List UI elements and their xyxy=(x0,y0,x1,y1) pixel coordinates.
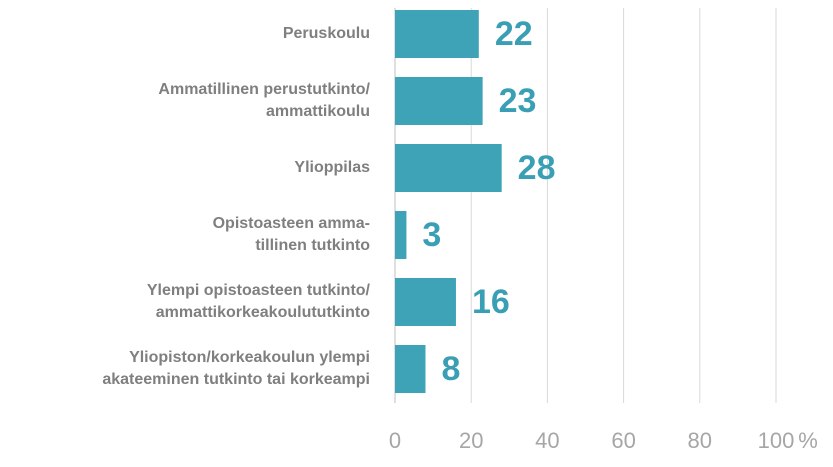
category-label: Opistoasteen amma-tillinen tutkinto xyxy=(213,215,371,254)
category-label-line: Peruskoulu xyxy=(283,25,370,42)
value-label: 28 xyxy=(518,149,556,187)
x-tick-label: 100 xyxy=(758,428,795,453)
value-label: 22 xyxy=(495,15,533,53)
category-label-line: ammattikoulu xyxy=(266,103,370,120)
bar xyxy=(395,211,407,259)
bar xyxy=(395,144,502,192)
category-label-line: Ylioppilas xyxy=(294,159,370,176)
category-label-line: Opistoasteen amma- xyxy=(213,215,370,232)
category-label-line: Ylempi opistoasteen tutkinto/ xyxy=(147,282,371,299)
value-label: 16 xyxy=(472,283,510,321)
x-unit-label: % xyxy=(798,428,818,453)
category-label: Ylempi opistoasteen tutkinto/ammattikork… xyxy=(147,282,371,321)
bar xyxy=(395,345,426,393)
category-label: Ylioppilas xyxy=(294,159,370,176)
category-label-line: tillinen tutkinto xyxy=(255,237,370,254)
value-label: 8 xyxy=(441,350,460,388)
value-label: 23 xyxy=(499,82,537,120)
x-tick-label: 60 xyxy=(611,428,635,453)
category-label: Yliopiston/korkeakoulun ylempi akateemine… xyxy=(102,349,370,388)
bar xyxy=(395,278,456,326)
bar xyxy=(395,77,483,125)
value-label: 3 xyxy=(422,216,441,254)
x-tick-label: 0 xyxy=(389,428,401,453)
x-tick-label: 20 xyxy=(459,428,483,453)
category-label-line: ammattikorkeakoulututkinto xyxy=(156,304,370,321)
category-label-line: akateeminen tutkinto tai korkeampi xyxy=(102,371,370,388)
x-tick-label: 80 xyxy=(688,428,712,453)
category-label-line: Yliopiston/korkeakoulun ylempi xyxy=(129,349,370,366)
category-label: Peruskoulu xyxy=(283,25,370,42)
bar xyxy=(395,10,479,58)
category-label: Ammatillinen perustutkinto/ammattikoulu xyxy=(158,81,370,120)
category-label-line: Ammatillinen perustutkinto/ xyxy=(158,81,370,98)
x-tick-label: 40 xyxy=(535,428,559,453)
